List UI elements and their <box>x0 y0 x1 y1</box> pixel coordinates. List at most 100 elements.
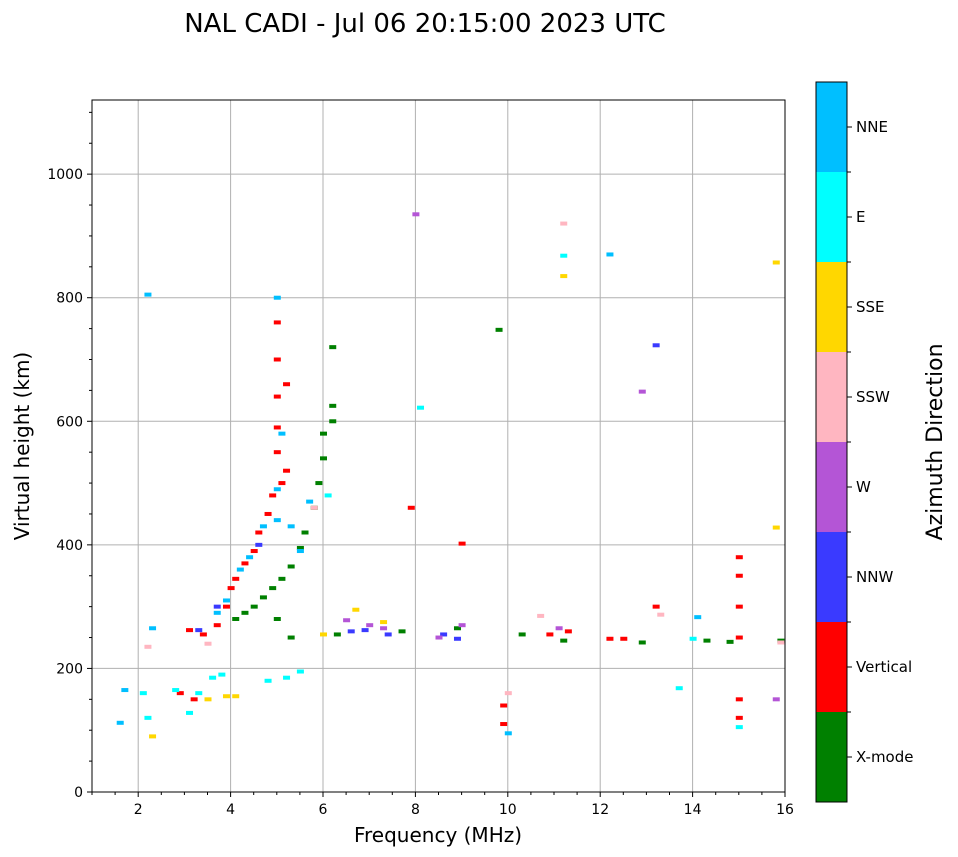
colorbar-tick-label: SSW <box>856 388 890 406</box>
data-point <box>320 431 327 436</box>
colorbar-tick-label: E <box>856 208 865 226</box>
data-point <box>264 678 272 683</box>
data-point <box>606 636 614 641</box>
data-point <box>269 586 277 591</box>
y-tick-label: 400 <box>56 538 83 554</box>
data-point <box>689 636 697 641</box>
x-axis-ticks: 2 4 6 8 10 12 14 16 <box>91 792 794 818</box>
colorbar-tick-label: NNE <box>856 118 888 136</box>
colorbar-frame <box>815 81 848 803</box>
x-tick-label: 14 <box>684 802 702 818</box>
data-point <box>273 357 281 362</box>
data-point <box>324 493 332 498</box>
data-point <box>246 555 254 560</box>
data-point <box>241 610 249 615</box>
colorbar-swatch <box>816 442 847 532</box>
data-point <box>278 481 286 486</box>
data-point <box>149 626 157 631</box>
data-point <box>306 499 314 504</box>
data-point <box>772 697 780 702</box>
data-point <box>264 511 272 516</box>
data-point <box>735 555 743 560</box>
data-point <box>310 505 318 510</box>
colorbar-swatch <box>816 622 847 712</box>
data-point <box>772 525 780 530</box>
data-point <box>186 628 194 633</box>
data-point <box>213 610 221 615</box>
data-point <box>273 518 281 523</box>
colorbar-swatch <box>816 172 847 262</box>
data-point <box>209 675 217 680</box>
data-point <box>772 260 780 265</box>
data-point <box>320 456 327 461</box>
y-axis-ticks: 0 200 400 600 800 1000 <box>47 111 92 801</box>
data-point <box>296 549 304 554</box>
plot-background <box>92 100 785 792</box>
data-point <box>329 419 337 424</box>
colorbar-tick-label: Vertical <box>856 658 912 676</box>
data-point <box>500 703 508 708</box>
data-point <box>190 697 198 702</box>
data-point <box>273 450 281 455</box>
y-tick-label: 800 <box>56 291 83 307</box>
colorbar-swatch <box>816 262 847 352</box>
data-point <box>518 632 526 637</box>
data-point <box>218 672 226 677</box>
data-point <box>287 564 295 569</box>
data-point <box>273 617 281 621</box>
data-point <box>172 688 180 693</box>
data-point <box>222 598 230 603</box>
data-point <box>296 669 304 674</box>
data-point <box>195 691 203 696</box>
data-point <box>283 382 291 387</box>
data-point <box>417 405 425 410</box>
data-point <box>144 292 152 297</box>
data-point <box>735 697 743 702</box>
data-point <box>273 295 281 300</box>
data-point <box>273 320 281 325</box>
data-point <box>726 639 734 644</box>
x-tick-label: 8 <box>411 802 420 818</box>
data-point <box>652 604 660 609</box>
data-point <box>116 720 124 725</box>
data-point <box>213 604 221 609</box>
data-point <box>735 635 743 640</box>
data-point <box>250 604 258 609</box>
colorbar-tick-label: X-mode <box>856 748 913 766</box>
data-point <box>407 505 415 510</box>
colorbar: X-mode Vertical NNW W SSW SSE E NNE <box>815 81 913 803</box>
x-tick-label: 12 <box>591 802 609 818</box>
data-point <box>564 629 572 634</box>
data-point <box>398 629 406 634</box>
data-point <box>560 221 568 226</box>
data-point <box>352 607 360 612</box>
colorbar-swatch <box>816 82 847 172</box>
data-point <box>458 623 466 628</box>
data-point <box>273 487 281 492</box>
data-point <box>232 694 240 699</box>
data-point <box>204 641 212 646</box>
data-point <box>380 620 388 625</box>
colorbar-label: Azimuth Direction <box>923 343 948 540</box>
data-point <box>560 638 568 643</box>
colorbar-tick-label: NNW <box>856 568 893 586</box>
data-point <box>121 688 129 693</box>
data-point <box>278 576 286 581</box>
data-point <box>283 675 291 680</box>
data-point <box>638 389 646 394</box>
data-point <box>453 636 461 641</box>
data-point <box>384 632 392 637</box>
data-point <box>329 345 337 350</box>
data-points <box>116 212 785 739</box>
data-point <box>735 573 743 578</box>
data-point <box>675 686 683 691</box>
data-point <box>703 638 711 643</box>
data-point <box>555 626 563 631</box>
plot-area: 2 4 6 8 10 12 14 16 0 200 400 600 800 1000 <box>47 99 794 818</box>
data-point <box>232 576 240 581</box>
data-point <box>458 541 466 546</box>
data-point <box>259 595 267 600</box>
data-point <box>283 468 291 473</box>
data-point <box>273 394 281 399</box>
data-point <box>144 644 152 649</box>
